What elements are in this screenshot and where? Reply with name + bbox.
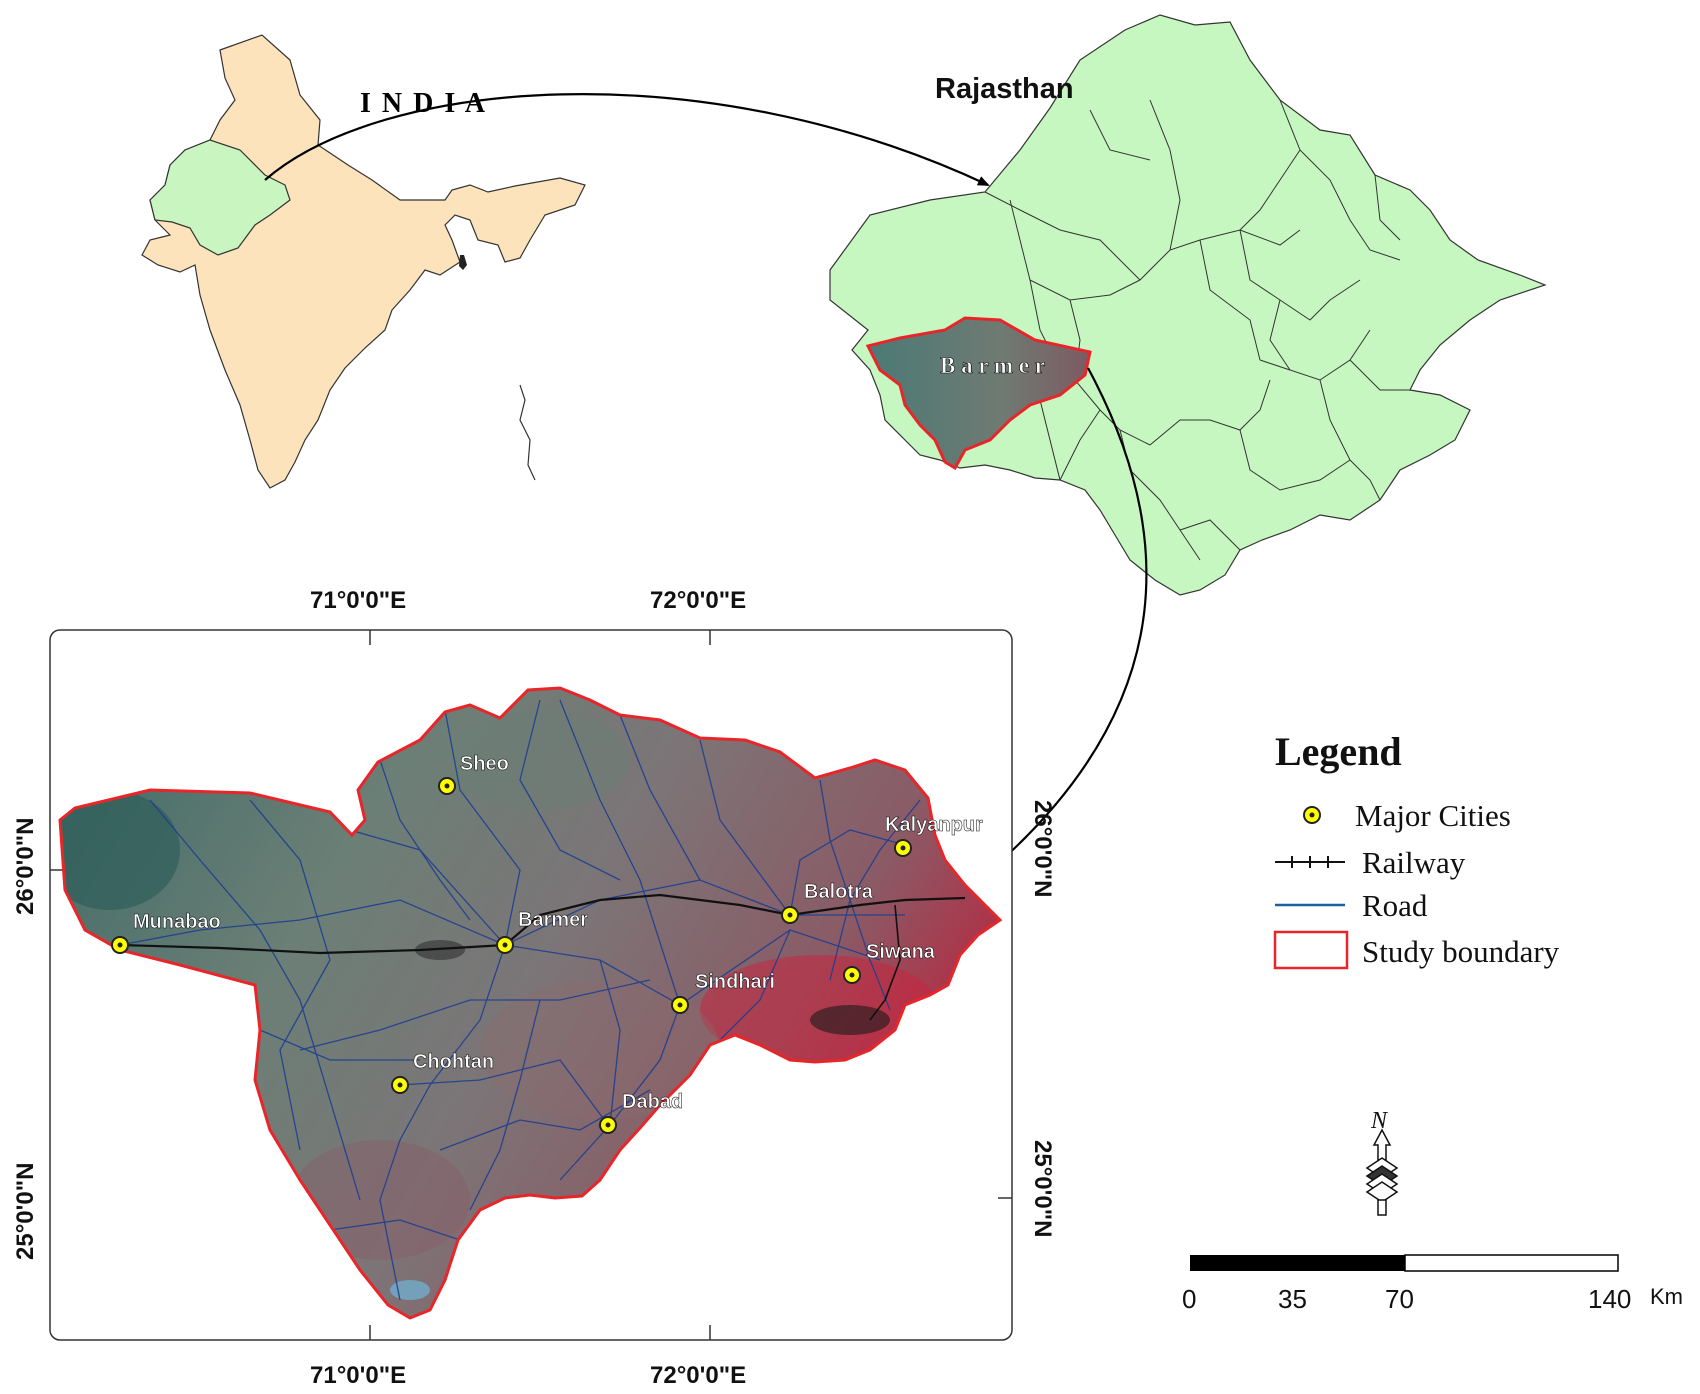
arrow-rajasthan-to-study-area <box>983 367 1148 877</box>
legend-item-label: Railway <box>1362 845 1466 880</box>
north-arrow-label: N <box>1370 1108 1389 1134</box>
scale-unit: Km <box>1650 1284 1683 1309</box>
india-outline <box>141 34 586 489</box>
study-boundary <box>58 686 1003 1320</box>
rajasthan-label: Rajasthan <box>935 73 1074 105</box>
arrow-india-to-rajasthan <box>264 93 990 186</box>
scale-bar-white-segment <box>1404 1254 1619 1272</box>
bottom-lon-label-72: 72°0'0"E <box>650 1362 746 1389</box>
city-marker-dot <box>787 912 793 918</box>
legend-city-marker-dot <box>1309 812 1315 818</box>
rajasthan-outline <box>829 14 1547 596</box>
legend-item-label: Major Cities <box>1355 798 1511 833</box>
city-marker-dot <box>117 942 123 948</box>
rajasthan-barmer-district <box>865 316 1092 471</box>
india-island-detail <box>459 255 467 270</box>
city-label: Kalyanpur <box>885 814 983 836</box>
city-label: Chohtan <box>413 1051 494 1073</box>
city-label: Sheo <box>460 753 509 775</box>
legend-railway-icon <box>1275 856 1345 868</box>
study-area-map: 71°0'0"E 72°0'0"E 71°0'0"E 72°0'0"E 26°0… <box>12 587 1056 1389</box>
city-dabad: Dabad <box>599 1091 683 1134</box>
bottom-lon-label-71: 71°0'0"E <box>310 1362 406 1389</box>
city-sindhari: Sindhari <box>671 971 775 1014</box>
city-label: Balotra <box>804 881 874 903</box>
legend-item-label: Road <box>1362 888 1428 923</box>
city-munabao: Munabao <box>111 911 221 954</box>
scale-bar: 0 35 70 140 Km <box>1182 1254 1683 1314</box>
legend: Legend Major Cities Railway Road Study b… <box>1273 729 1560 970</box>
right-lat-label-26: 26°0'0"N <box>1029 800 1056 897</box>
city-marker-dot <box>605 1122 611 1128</box>
scale-tick-0: 0 <box>1182 1284 1196 1314</box>
india-rajasthan-highlight <box>149 139 291 256</box>
left-lat-label-25: 25°0'0"N <box>12 1163 39 1260</box>
city-marker-dot <box>900 845 906 851</box>
india-islands <box>519 384 536 481</box>
scale-tick-70: 70 <box>1385 1284 1414 1314</box>
left-lat-label-26: 26°0'0"N <box>12 818 39 915</box>
city-barmer: Barmer <box>496 909 589 954</box>
top-lon-label-71: 71°0'0"E <box>310 587 406 614</box>
study-area-surface <box>60 688 1000 1318</box>
scale-bar-black-segment <box>1190 1255 1405 1271</box>
city-marker-dot <box>502 942 508 948</box>
city-siwana: Siwana <box>843 941 936 984</box>
india-label: I N D I A <box>360 88 487 119</box>
city-chohtan: Chohtan <box>391 1051 494 1094</box>
city-label: Dabad <box>622 1091 683 1113</box>
scale-tick-140: 140 <box>1588 1284 1631 1314</box>
city-marker-dot <box>677 1002 683 1008</box>
legend-boundary-icon <box>1273 930 1349 970</box>
city-kalyanpur: Kalyanpur <box>885 814 983 857</box>
city-label: Siwana <box>866 941 936 963</box>
city-marker-dot <box>849 972 855 978</box>
legend-title: Legend <box>1275 729 1402 774</box>
top-lon-label-72: 72°0'0"E <box>650 587 746 614</box>
north-arrow-icon: N <box>1365 1108 1399 1216</box>
city-sheo: Sheo <box>438 753 509 795</box>
city-label: Munabao <box>133 911 221 933</box>
scale-tick-35: 35 <box>1278 1284 1307 1314</box>
city-label: Sindhari <box>695 971 775 993</box>
city-balotra: Balotra <box>781 881 874 924</box>
city-marker-dot <box>397 1082 403 1088</box>
railway-line <box>119 893 966 955</box>
india-map: I N D I A <box>141 34 586 489</box>
legend-item-label: Study boundary <box>1362 934 1560 969</box>
barmer-district-label: B a r m e r <box>940 353 1045 378</box>
railway-branch <box>869 904 901 1021</box>
city-label: Barmer <box>518 909 588 931</box>
right-lat-label-25: 25°0'0"N <box>1029 1140 1056 1237</box>
rajasthan-map: Rajasthan B a r m e r <box>829 14 1547 596</box>
city-marker-dot <box>444 783 450 789</box>
